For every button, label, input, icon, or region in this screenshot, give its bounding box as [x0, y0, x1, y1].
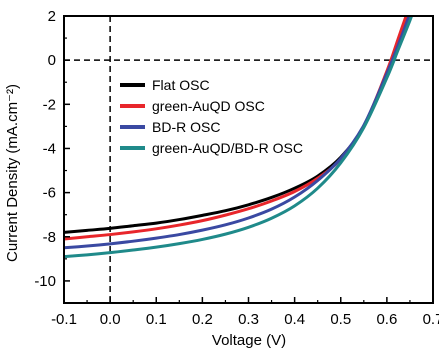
y-tick-label: 2: [48, 8, 56, 25]
legend: Flat OSC green-AuQD OSC BD-R OSC green-AuQD…: [120, 77, 303, 156]
plot-frame: [63, 15, 434, 304]
series-line-1: [64, 16, 409, 234]
x-axis-label: Voltage (V): [212, 332, 286, 348]
legend-label-4: green-AuQD/BD-R OSC: [152, 140, 303, 156]
series-line-2: [64, 16, 408, 241]
y-tick-label: -2: [43, 96, 56, 113]
legend-label-2: green-AuQD OSC: [152, 98, 265, 114]
x-tick-label: 0.3: [238, 311, 259, 328]
y-tick-label: 0: [48, 52, 56, 69]
y-tick-label: -8: [43, 229, 56, 246]
x-tick-label: 0.6: [376, 311, 397, 328]
legend-label-3: BD-R OSC: [152, 119, 220, 135]
x-tick-label: 0.4: [284, 311, 305, 328]
x-tick-label: 0.2: [192, 311, 213, 328]
axis-layer: -0.1 0.0 0.1 0.2 0.3 0.4 0.5 0.6 0.7 2 0 -2 -4 -6 -8 -1…: [34, 8, 439, 328]
x-tick-label: 0.0: [100, 311, 121, 328]
legend-label-1: Flat OSC: [152, 77, 210, 93]
x-tick-label: 0.7: [423, 311, 439, 328]
y-tick-label: -6: [43, 185, 56, 202]
plot-layer: [64, 16, 433, 303]
series-line-3: [64, 16, 411, 250]
y-axis-label: Current Density (mA.cm⁻²): [4, 84, 21, 262]
y-tick-label: -10: [34, 273, 56, 290]
x-tick-label: -0.1: [51, 311, 77, 328]
y-tick-label: -4: [43, 140, 56, 157]
x-tick-label: 0.1: [146, 311, 167, 328]
x-tick-label: 0.5: [330, 311, 351, 328]
series-line-4: [64, 16, 414, 259]
